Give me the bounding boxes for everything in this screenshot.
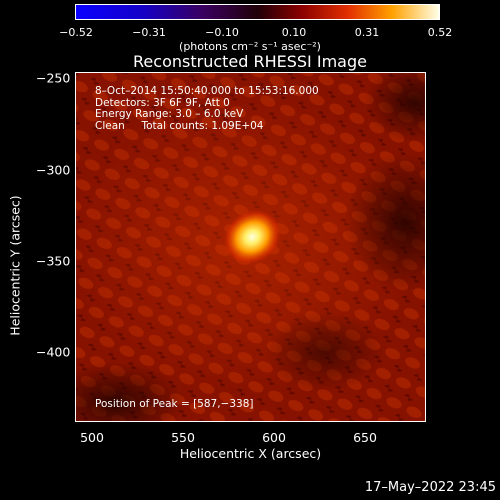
timestamp: 17–May–2022 23:45 xyxy=(364,480,496,495)
colorbar-tick: 0.52 xyxy=(427,26,453,39)
colorbar-tick: 0.10 xyxy=(281,26,307,39)
time-range: 8–Oct–2014 15:50:40.000 to 15:53:16.000 xyxy=(95,85,319,97)
x-tick-label: 650 xyxy=(353,430,377,445)
colorbar-tick: −0.31 xyxy=(132,26,166,39)
x-tick-label: 500 xyxy=(80,430,104,445)
peak-position: Position of Peak = [587,−338] xyxy=(95,398,254,410)
colorbar-tick: 0.31 xyxy=(354,26,380,39)
y-axis-label: Heliocentric Y (arcsec) xyxy=(7,195,23,336)
flare-source xyxy=(223,209,281,265)
clean-counts: Clean Total counts: 1.09E+04 xyxy=(95,119,264,132)
colorbar-tick: −0.52 xyxy=(59,26,93,39)
y-tick-label: −250 xyxy=(36,70,71,86)
x-tick-label: 600 xyxy=(262,430,286,445)
x-tick-label: 550 xyxy=(171,430,195,445)
energy-range: Energy Range: 3.0 – 6.0 keV xyxy=(95,108,244,120)
plot-title: Reconstructed RHESSI Image xyxy=(133,52,367,71)
colorbar-units: (photons cm⁻² s⁻¹ asec⁻²) xyxy=(179,40,321,53)
x-axis-label: Heliocentric X (arcsec) xyxy=(179,446,322,461)
observation-info: 8–Oct–2014 15:50:40.000 to 15:53:16.000 … xyxy=(95,85,319,132)
detectors-info: Detectors: 3F 6F 9F, Att 0 xyxy=(95,96,230,109)
rhessi-image xyxy=(75,72,426,422)
colorbar-tick: −0.10 xyxy=(205,26,239,39)
y-tick-label: −300 xyxy=(36,162,71,178)
colorbar xyxy=(75,4,440,20)
y-tick-label: −400 xyxy=(36,344,71,360)
y-tick-label: −350 xyxy=(36,253,71,269)
